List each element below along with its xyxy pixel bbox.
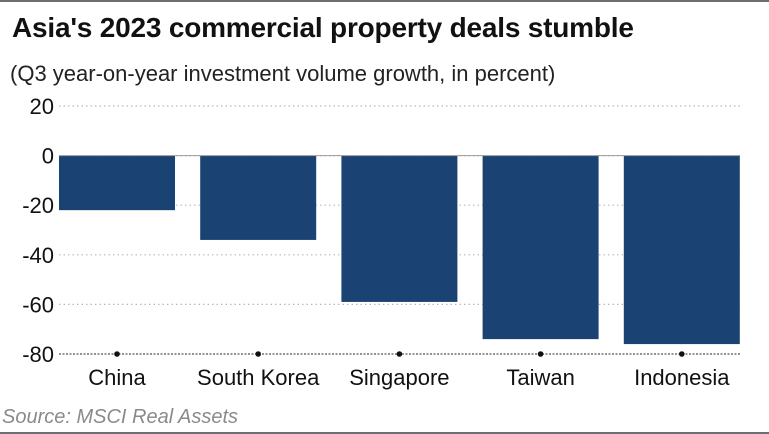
y-tick-label: 20: [30, 94, 54, 119]
chart-subtitle: (Q3 year-on-year investment volume growt…: [10, 61, 556, 86]
bar-taiwan: [482, 155, 599, 340]
x-tick-dot: [114, 351, 120, 357]
x-tick-label: South Korea: [197, 365, 320, 390]
bar-south-korea: [200, 155, 317, 240]
x-axis: [59, 351, 740, 357]
y-tick-label: -60: [22, 292, 54, 317]
bar-china: [59, 155, 175, 211]
top-border: [0, 0, 769, 2]
y-tick-label: 0: [42, 144, 54, 169]
chart-title: Asia's 2023 commercial property deals st…: [12, 12, 634, 43]
x-axis-labels: China South Korea Singapore Taiwan Indonesia: [88, 365, 730, 390]
x-tick-label: Singapore: [349, 365, 449, 390]
x-tick-label: Taiwan: [506, 365, 574, 390]
y-axis-tick-labels: 20 0 -20 -40 -60 -80: [22, 94, 54, 367]
y-tick-label: -20: [22, 193, 54, 218]
bars: [59, 155, 740, 345]
source-note: Source: MSCI Real Assets: [2, 406, 239, 428]
x-tick-dot: [679, 351, 685, 357]
y-tick-label: -80: [22, 342, 54, 367]
bottom-border: [0, 432, 769, 434]
x-tick-dot: [255, 351, 261, 357]
y-tick-label: -40: [22, 243, 54, 268]
x-tick-dot: [537, 351, 544, 357]
bar-singapore: [341, 155, 458, 302]
x-tick-label: China: [88, 365, 146, 390]
x-tick-dot: [396, 351, 403, 357]
bar-indonesia: [623, 155, 740, 345]
x-tick-label: Indonesia: [634, 365, 730, 390]
